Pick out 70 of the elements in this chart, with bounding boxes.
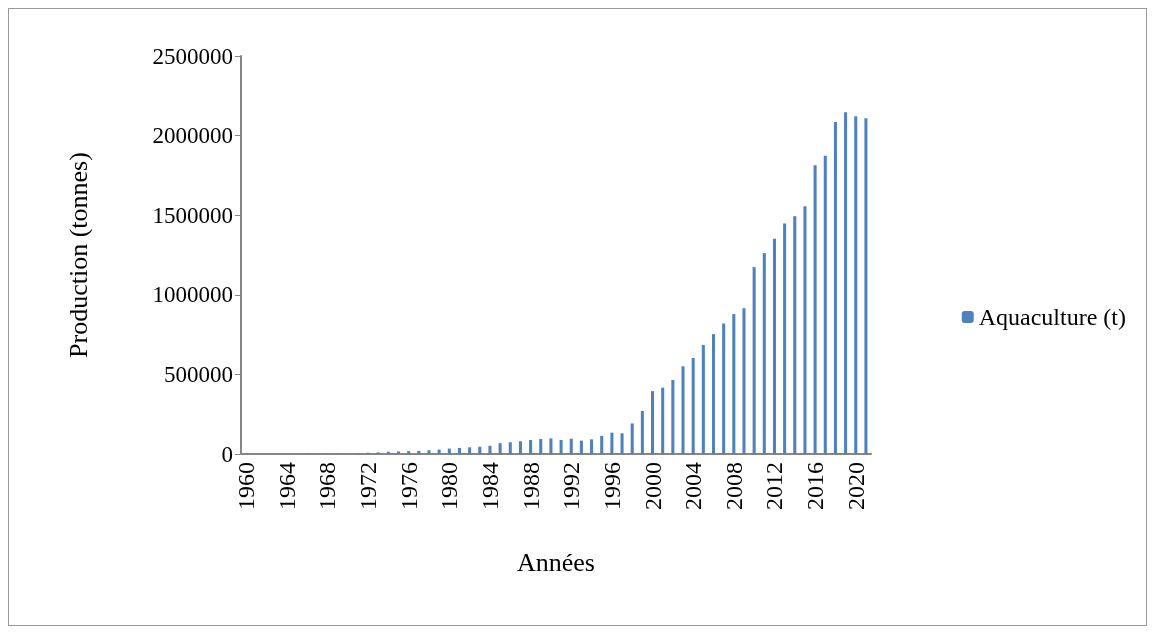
bar <box>630 423 634 454</box>
y-tick-label: 0 <box>221 441 233 467</box>
bar <box>549 438 553 454</box>
bar <box>427 450 431 454</box>
bar <box>640 411 644 454</box>
y-tick-label: 1000000 <box>152 282 233 308</box>
x-tick-label: 1972 <box>355 462 382 510</box>
bar <box>396 451 401 454</box>
x-tick-label: 2008 <box>720 462 747 510</box>
bar <box>661 387 665 454</box>
bar <box>681 366 685 454</box>
bar <box>569 438 573 454</box>
x-tick-label: 1988 <box>517 462 544 510</box>
bar <box>691 358 695 454</box>
bar <box>813 165 817 454</box>
bar <box>518 441 522 454</box>
bar <box>498 443 502 454</box>
x-tick-label: 1968 <box>314 462 341 510</box>
bar <box>803 206 807 454</box>
bar <box>864 118 868 454</box>
x-tick-label: 1964 <box>273 462 300 510</box>
x-tick-label: 1980 <box>436 462 463 510</box>
bar <box>620 433 624 454</box>
bar <box>508 442 512 454</box>
x-tick-label: 2004 <box>680 462 707 510</box>
bar <box>854 116 858 454</box>
bar <box>671 379 675 454</box>
bar <box>823 155 827 454</box>
x-tick-label: 1976 <box>395 462 422 510</box>
bar <box>651 391 655 454</box>
bar <box>407 451 411 454</box>
x-tick-label: 1992 <box>558 462 585 510</box>
x-tick-label: 2020 <box>842 462 869 510</box>
x-tick-label: 1984 <box>476 462 503 510</box>
x-tick-label: 2000 <box>639 462 666 510</box>
bar <box>844 112 848 454</box>
x-tick-label: 1996 <box>598 462 625 510</box>
bar <box>722 323 726 454</box>
y-tick-label: 2500000 <box>152 43 233 69</box>
bar <box>610 432 614 454</box>
y-tick-label: 1500000 <box>152 202 233 228</box>
x-tick-label: 2016 <box>802 462 829 510</box>
bar <box>529 439 533 454</box>
bar <box>772 238 776 454</box>
x-tick-label: 1960 <box>233 462 260 510</box>
legend-label: Aquaculture (t) <box>978 304 1127 330</box>
y-tick-label: 2000000 <box>152 123 233 149</box>
x-axis-title: Années <box>517 547 595 577</box>
bar <box>752 267 756 454</box>
bar <box>488 445 492 454</box>
bar <box>417 450 421 454</box>
bar <box>539 439 543 454</box>
bar <box>783 223 787 454</box>
bar <box>590 439 594 454</box>
bar <box>742 308 746 454</box>
bar <box>833 122 837 454</box>
bar <box>600 435 604 454</box>
y-axis-title: Production (tonnes) <box>63 152 93 358</box>
bar <box>701 344 705 454</box>
bar <box>711 334 716 454</box>
y-tick-label: 500000 <box>164 361 233 387</box>
bar <box>457 447 461 454</box>
bar <box>793 216 797 454</box>
bar <box>579 440 583 454</box>
bar <box>478 446 482 454</box>
bar <box>762 253 766 454</box>
bar <box>468 447 472 454</box>
x-tick-label: 2012 <box>761 462 788 510</box>
bar <box>732 314 736 454</box>
bar <box>559 439 563 454</box>
